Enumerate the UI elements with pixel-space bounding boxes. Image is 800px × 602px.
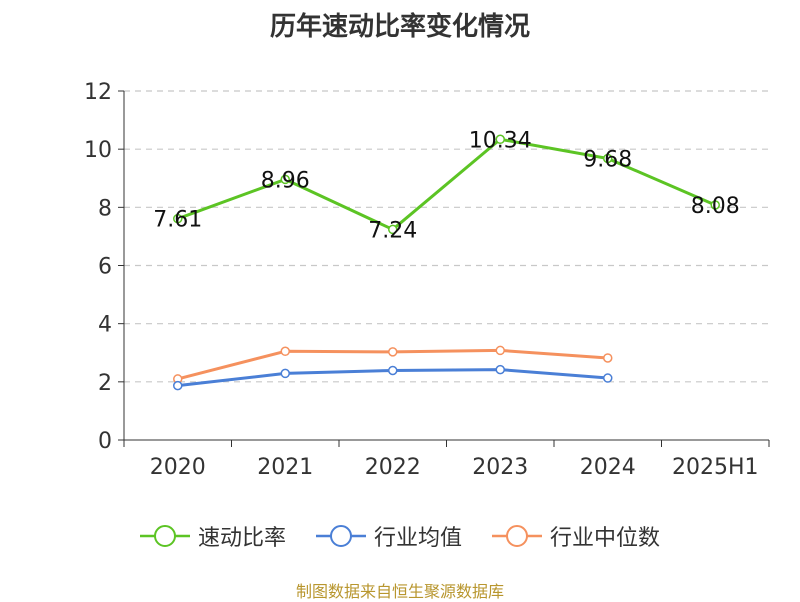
y-tick-label: 6 bbox=[98, 255, 112, 280]
legend-item[interactable]: 行业中位数 bbox=[492, 520, 660, 552]
legend-item[interactable]: 速动比率 bbox=[139, 520, 286, 552]
legend-label: 行业中位数 bbox=[550, 526, 661, 551]
data-point bbox=[495, 134, 505, 145]
data-point bbox=[603, 153, 613, 164]
series-line bbox=[177, 137, 716, 231]
legend-line-icon bbox=[492, 525, 542, 547]
chart-title: 历年速动比率变化情况 bbox=[269, 12, 530, 42]
legend-line-icon bbox=[139, 525, 190, 547]
data-point bbox=[280, 174, 290, 185]
data-point bbox=[388, 224, 398, 235]
data-label: 8.08 bbox=[691, 194, 740, 219]
x-tick-label: 2024 bbox=[580, 455, 636, 480]
data-point bbox=[280, 346, 290, 357]
y-tick-label: 2 bbox=[98, 371, 112, 396]
x-tick-label: 2022 bbox=[365, 455, 421, 480]
y-tick-label: 10 bbox=[84, 138, 112, 163]
data-point bbox=[388, 347, 398, 357]
data-point bbox=[495, 364, 505, 375]
data-label: 8.96 bbox=[261, 168, 310, 193]
data-point bbox=[173, 213, 183, 224]
data-label: 10.34 bbox=[469, 128, 532, 153]
data-point bbox=[710, 200, 720, 210]
data-point bbox=[603, 353, 613, 363]
data-point bbox=[280, 368, 290, 379]
y-tick-label: 12 bbox=[84, 80, 112, 105]
data-label: 9.68 bbox=[583, 147, 632, 172]
y-tick-label: 4 bbox=[98, 313, 112, 338]
data-point bbox=[495, 345, 505, 356]
y-tick-label: 0 bbox=[98, 429, 112, 454]
legend-line-icon bbox=[315, 525, 366, 547]
x-tick-label: 2023 bbox=[472, 455, 528, 480]
data-point bbox=[173, 380, 183, 391]
x-tick-label: 2025H1 bbox=[672, 455, 759, 480]
legend-item[interactable]: 行业均值 bbox=[315, 520, 462, 552]
x-tick-label: 2020 bbox=[150, 455, 206, 480]
data-point bbox=[388, 365, 398, 376]
source-note: 制图数据来自恒生聚源数据库 bbox=[295, 582, 504, 601]
data-label: 7.24 bbox=[368, 218, 417, 243]
legend-label: 速动比率 bbox=[197, 526, 286, 551]
data-point bbox=[603, 373, 613, 383]
chart-legend: 速动比率 行业均值 行业中位数 bbox=[0, 520, 800, 552]
legend-label: 行业均值 bbox=[373, 526, 462, 551]
x-tick-label: 2021 bbox=[257, 455, 313, 480]
y-tick-label: 8 bbox=[98, 196, 112, 221]
data-label: 7.61 bbox=[153, 208, 202, 233]
